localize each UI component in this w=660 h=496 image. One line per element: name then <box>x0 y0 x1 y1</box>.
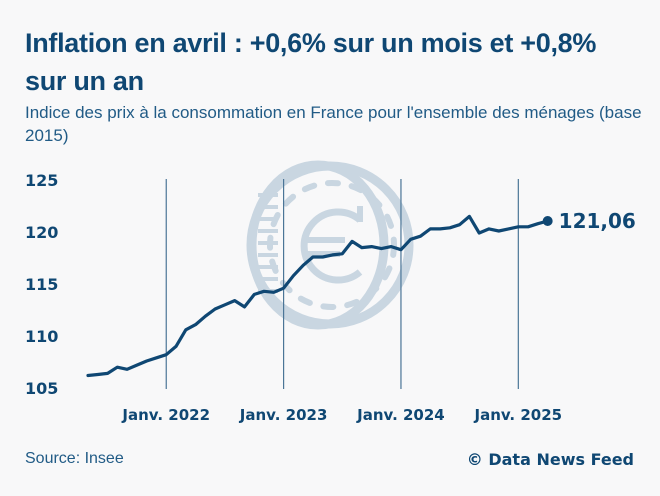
credit-note: © Data News Feed <box>466 450 634 469</box>
coin-face <box>246 161 414 329</box>
series-layer: 121,06 <box>86 209 636 378</box>
euro-sign-arc <box>300 208 363 284</box>
y-axis: 125 120 115 110 105 <box>25 171 58 398</box>
euro-coin-icon <box>246 160 414 330</box>
x-tick-label: Janv. 2023 <box>239 406 328 424</box>
end-point-marker <box>542 215 553 226</box>
chart-title: Inflation en avril : +0,6% sur un mois e… <box>25 28 597 96</box>
x-axis: Janv. 2022 Janv. 2023 Janv. 2024 Janv. 2025 <box>121 406 562 424</box>
chart-subtitle: Indice des prix à la consommation en Fra… <box>25 103 642 145</box>
y-tick-label: 115 <box>25 275 58 294</box>
y-tick-label: 125 <box>25 171 58 190</box>
y-tick-label: 120 <box>25 223 58 242</box>
x-tick-label: Janv. 2022 <box>121 406 210 424</box>
coin-dashed-ring <box>267 180 397 310</box>
y-tick-label: 110 <box>25 327 58 346</box>
series-line <box>86 214 550 378</box>
end-value-label: 121,06 <box>559 209 636 233</box>
x-tick-label: Janv. 2025 <box>474 406 563 424</box>
x-tick-label: Janv. 2024 <box>356 406 445 424</box>
y-tick-label: 105 <box>25 379 58 398</box>
source-note: Source: Insee <box>25 450 124 467</box>
